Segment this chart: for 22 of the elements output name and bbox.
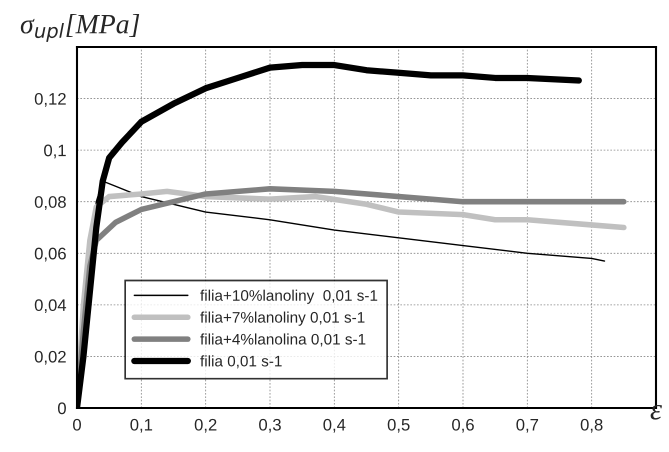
x-tick-label: 0,8 [580, 418, 603, 433]
y-tick-label: 0 [58, 402, 66, 414]
legend-label: filia 0,01 s-1 [200, 355, 282, 368]
x-tick-label: 0,6 [452, 418, 474, 433]
legend-label: filia+10%lanoliny 0,01 s-1 [200, 290, 378, 304]
legend-label: filia+7%lanoliny 0,01 s-1 [200, 312, 364, 326]
x-tick-label: 0,2 [194, 418, 216, 433]
y-tick-label: 0,06 [34, 248, 66, 262]
y-tick-label: 0,02 [34, 350, 66, 365]
x-tick-label: 0,5 [388, 418, 410, 433]
x-tick-label: 0,7 [516, 418, 538, 433]
y-tick-label: 0,04 [34, 299, 66, 314]
y-tick-label: 0,1 [44, 144, 66, 158]
x-axis-title: ε [650, 404, 662, 420]
y-tick-label: 0,12 [34, 92, 66, 107]
legend-label: filia+4%lanolina 0,01 s-1 [200, 333, 366, 346]
y-axis-title: σ$_{upl}$[MPa] [20, 14, 140, 42]
x-tick-label: 0,1 [130, 418, 152, 433]
x-tick-label: 0 [73, 418, 81, 431]
y-tick-label: 0,08 [34, 196, 66, 210]
x-tick-label: 0,3 [259, 418, 281, 433]
x-tick-label: 0,4 [323, 418, 346, 433]
